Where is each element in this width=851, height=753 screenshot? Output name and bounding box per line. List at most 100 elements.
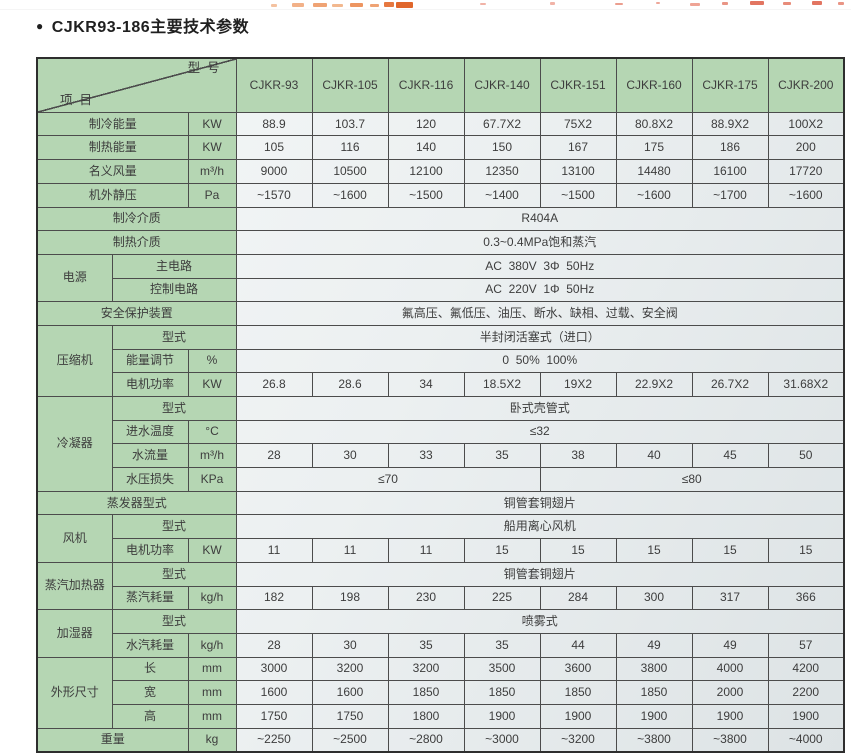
- value-cell: 1900: [615, 703, 693, 729]
- group-label-fan: 风机: [36, 514, 113, 563]
- merged-value-cell: 0.3~0.4MPa饱和蒸汽: [235, 230, 845, 255]
- row-label: 制热能量: [36, 135, 189, 161]
- value-cell: 1750: [235, 703, 313, 729]
- value-cell: 1750: [311, 703, 389, 729]
- row-label: 型式: [111, 514, 237, 540]
- value-cell: ~1400: [463, 182, 541, 208]
- value-cell: 1900: [463, 703, 541, 729]
- row-heating-capacity: 制热能量 KW 105 116 140 150 167 175 186 200: [36, 135, 845, 161]
- value-cell: 100X2: [767, 111, 845, 137]
- row-airflow: 名义风量 m³/h 9000 10500 12100 12350 13100 1…: [36, 159, 845, 184]
- row-label: 高: [111, 703, 189, 729]
- value-cell: ~1600: [767, 182, 845, 208]
- value-cell: 1900: [539, 703, 617, 729]
- row-label: 主电路: [111, 253, 237, 279]
- value-cell: 11: [311, 538, 389, 563]
- value-cell: 19X2: [539, 372, 617, 397]
- print-artifact: [370, 4, 379, 7]
- print-artifact: [722, 2, 728, 5]
- print-artifact: [480, 3, 486, 5]
- value-cell: 3000: [235, 656, 313, 682]
- value-cell: 225: [463, 585, 541, 611]
- value-cell: 28: [235, 632, 313, 658]
- row-label: 宽: [111, 680, 189, 705]
- model-header: CJKR-175: [691, 57, 769, 113]
- unit-cell: Pa: [187, 182, 237, 208]
- row-dimension-width: 宽 mm 1600 1600 1850 1850 1850 1850 2000 …: [37, 680, 845, 705]
- value-cell: 1850: [539, 680, 617, 705]
- value-cell: ~3800: [691, 727, 769, 753]
- row-label: 型式: [111, 324, 237, 350]
- value-cell: 4000: [691, 656, 769, 682]
- value-cell: 45: [691, 443, 769, 469]
- value-cell: ~1570: [235, 182, 313, 208]
- value-cell: 15: [767, 538, 845, 563]
- row-cooling-capacity: 制冷能量 KW 88.9 103.7 120 67.7X2 75X2 80.8X…: [36, 111, 845, 137]
- row-label: 型式: [111, 609, 237, 634]
- row-label: 机外静压: [36, 182, 189, 208]
- model-header: CJKR-200: [767, 57, 845, 113]
- row-label: 型式: [111, 396, 237, 421]
- row-label: 型式: [111, 561, 237, 587]
- row-label: 控制电路: [111, 277, 237, 303]
- value-cell: 2200: [767, 680, 845, 705]
- value-cell: 198: [311, 585, 389, 611]
- unit-cell: kg/h: [187, 632, 237, 658]
- value-cell: 230: [387, 585, 465, 611]
- row-safety-devices: 安全保护装置 氟高压、氟低压、油压、断水、缺相、过载、安全阀: [36, 301, 845, 326]
- value-cell: 35: [387, 632, 465, 658]
- print-artifact: [550, 2, 555, 5]
- value-cell: 17720: [767, 159, 845, 184]
- value-cell: 1900: [767, 703, 845, 729]
- value-cell: 15: [539, 538, 617, 563]
- unit-cell: m³/h: [187, 443, 237, 469]
- value-cell: 3200: [387, 656, 465, 682]
- value-cell: ~1600: [615, 182, 693, 208]
- print-artifact: [812, 1, 822, 5]
- row-humidifier-type: 加湿器 型式 喷雾式: [36, 609, 845, 658]
- row-label: 电机功率: [111, 372, 189, 397]
- value-cell: 22.9X2: [615, 372, 693, 397]
- row-condenser-type: 冷凝器 型式 卧式壳管式: [36, 396, 845, 492]
- unit-cell: KW: [187, 538, 237, 563]
- print-artifact: [313, 3, 327, 7]
- unit-cell: KW: [187, 111, 237, 137]
- group-label-dimensions: 外形尺寸: [36, 656, 113, 729]
- value-cell: 88.9: [235, 111, 313, 137]
- unit-cell: KW: [187, 372, 237, 397]
- value-cell: 200: [767, 135, 845, 161]
- value-cell: 80.8X2: [615, 111, 693, 137]
- value-cell: 1800: [387, 703, 465, 729]
- value-cell: 26.7X2: [691, 372, 769, 397]
- row-label: 水压损失: [111, 467, 189, 492]
- value-cell: 1600: [311, 680, 389, 705]
- value-cell: ~2800: [387, 727, 465, 753]
- scan-fold-line: [0, 9, 851, 10]
- value-cell: 57: [767, 632, 845, 658]
- value-cell: 3800: [615, 656, 693, 682]
- unit-cell: KW: [187, 135, 237, 161]
- row-label: 蒸发器型式: [36, 490, 237, 516]
- model-header: CJKR-151: [539, 57, 617, 113]
- model-header: CJKR-140: [463, 57, 541, 113]
- value-cell: 40: [615, 443, 693, 469]
- value-cell: 12350: [463, 159, 541, 184]
- value-cell: 186: [691, 135, 769, 161]
- value-cell: 103.7: [311, 111, 389, 137]
- print-artifact: [690, 3, 700, 6]
- value-cell: ~1500: [387, 182, 465, 208]
- value-cell: 1850: [387, 680, 465, 705]
- value-cell: 15: [691, 538, 769, 563]
- row-label: 制冷介质: [36, 206, 237, 232]
- value-cell: 30: [311, 443, 389, 469]
- value-cell: 49: [691, 632, 769, 658]
- print-artifact: [271, 4, 277, 7]
- row-label: 名义风量: [36, 159, 189, 184]
- value-cell: 28.6: [311, 372, 389, 397]
- merged-value-cell: ≤32: [235, 419, 845, 445]
- row-fan-type: 风机 型式 船用离心风机: [36, 514, 845, 563]
- page-title: ● CJKR93-186主要技术参数: [36, 13, 249, 37]
- row-evaporator-type: 蒸发器型式 铜管套铜翅片: [36, 490, 845, 516]
- row-compressor-energy: 能量调节 % 0 50% 100%: [37, 348, 845, 374]
- value-cell: 10500: [311, 159, 389, 184]
